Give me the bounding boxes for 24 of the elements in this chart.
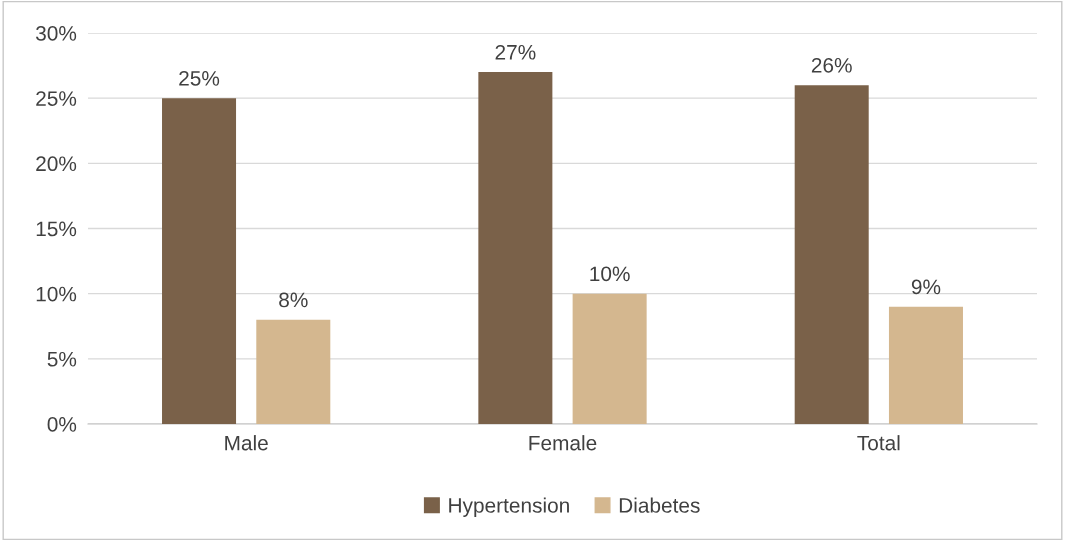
data-label: 27%: [495, 44, 536, 60]
y-tick-label: 5%: [47, 351, 77, 367]
y-tick-label: 10%: [36, 286, 77, 302]
y-tick-label: 30%: [35, 26, 77, 41]
data-label: 8%: [279, 292, 308, 308]
bar: [256, 319, 331, 424]
x-tick-label: Female: [529, 435, 597, 451]
x-tick-label: Total: [857, 435, 900, 451]
y-tick-label: 15%: [36, 221, 77, 237]
legend-label: Hypertension: [449, 497, 569, 517]
bar: [572, 293, 647, 424]
bar: [162, 98, 237, 424]
data-label: 9%: [911, 279, 941, 295]
data-label: 26%: [811, 57, 852, 73]
legend-label: Diabetes: [619, 497, 700, 513]
bar: [478, 72, 553, 424]
bar: [794, 85, 869, 424]
y-tick-label: 25%: [36, 91, 77, 106]
y-tick-label: 20%: [36, 156, 77, 172]
data-label: 10%: [590, 266, 630, 282]
y-tick-label: 0%: [47, 417, 77, 432]
bar: [888, 306, 963, 424]
data-label: 25%: [179, 70, 220, 86]
x-tick-label: Male: [225, 435, 268, 451]
